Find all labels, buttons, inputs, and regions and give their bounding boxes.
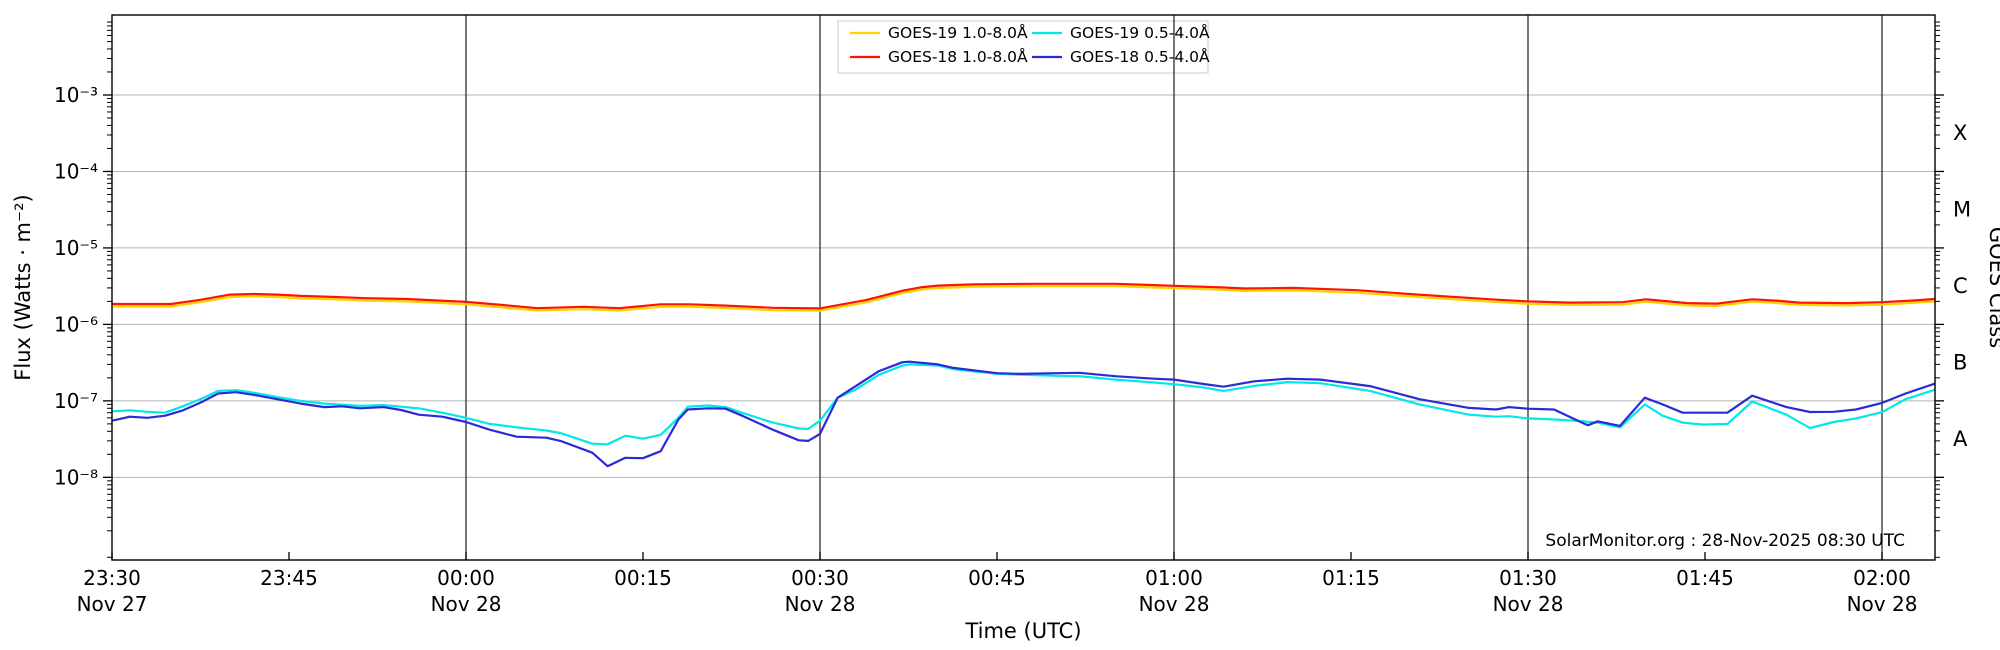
x-tick-label: 00:45	[968, 566, 1026, 590]
legend-label: GOES-18 0.5-4.0Å	[1070, 47, 1210, 66]
goes-class-label: C	[1953, 274, 1968, 298]
goes-class-label: A	[1953, 427, 1968, 451]
y-tick-label: 10⁻⁵	[54, 236, 98, 260]
goes-class-label: B	[1953, 351, 1967, 375]
y-tick-label: 10⁻⁶	[54, 312, 98, 336]
y-axis-title-left: Flux (Watts · m⁻²)	[11, 194, 35, 380]
watermark-text: SolarMonitor.org : 28-Nov-2025 08:30 UTC	[1545, 531, 1905, 551]
y-tick-label: 10⁻⁷	[54, 389, 98, 413]
x-date-label: Nov 28	[785, 592, 856, 616]
x-tick-label: 00:15	[614, 566, 672, 590]
x-tick-label: 00:30	[791, 566, 849, 590]
x-date-label: Nov 28	[431, 592, 502, 616]
x-date-label: Nov 27	[77, 592, 148, 616]
x-date-label: Nov 28	[1847, 592, 1918, 616]
series-goes-18-1-0-8-0-	[112, 282, 1935, 310]
legend: GOES-19 1.0-8.0Å GOES-18 1.0-8.0Å GOES-19 …	[837, 20, 1210, 74]
legend-label: GOES-19 0.5-4.0Å	[1070, 23, 1210, 42]
x-date-label: Nov 28	[1493, 592, 1564, 616]
series-goes-18-0-5-4-0-	[112, 360, 1935, 468]
x-tick-label: 01:45	[1676, 566, 1734, 590]
x-tick-label: 01:15	[1322, 566, 1380, 590]
ticks	[103, 21, 1944, 560]
x-tick-label: 23:30	[83, 566, 141, 590]
x-tick-label: 23:45	[260, 566, 318, 590]
series-group	[112, 282, 1935, 468]
gridlines	[112, 15, 1935, 560]
legend-label: GOES-18 1.0-8.0Å	[888, 47, 1028, 66]
goes-class-label: X	[1953, 121, 1967, 145]
y-tick-label: 10⁻⁸	[54, 465, 98, 489]
goes-class-label: M	[1953, 198, 1971, 222]
y-axis-title-right: GOES Class	[1985, 227, 2000, 348]
y-tick-label: 10⁻⁴	[54, 159, 98, 183]
y-tick-label: 10⁻³	[54, 83, 98, 107]
x-tick-label: 00:00	[437, 566, 495, 590]
x-axis-title: Time (UTC)	[964, 619, 1081, 643]
legend-box	[837, 20, 1209, 74]
x-date-label: Nov 28	[1139, 592, 1210, 616]
legend-label: GOES-19 1.0-8.0Å	[888, 23, 1028, 42]
x-tick-label: 01:00	[1145, 566, 1203, 590]
series-goes-19-0-5-4-0-	[112, 363, 1935, 446]
x-tick-label: 01:30	[1499, 566, 1557, 590]
x-tick-label: 02:00	[1853, 566, 1911, 590]
series-goes-19-1-0-8-0-	[112, 285, 1935, 312]
